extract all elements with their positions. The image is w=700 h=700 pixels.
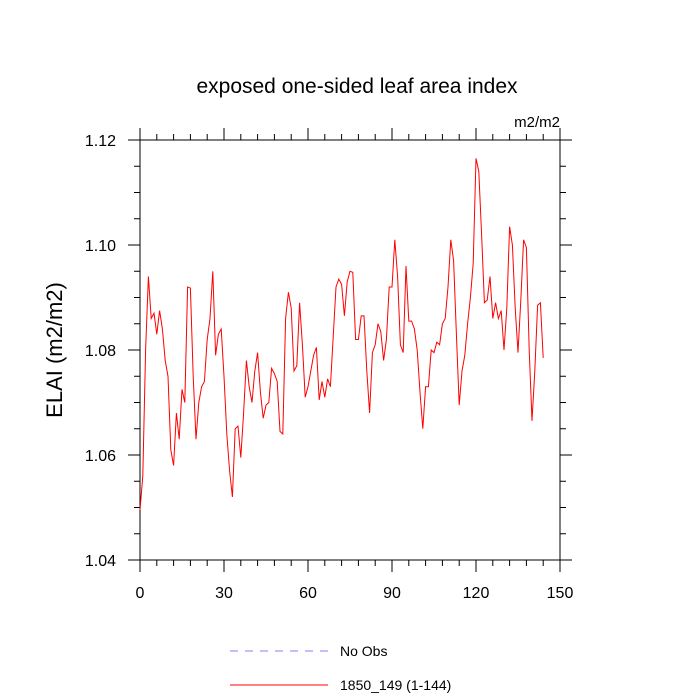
y-tick-labels: 1.04 1.06 1.08 1.10 1.12 <box>85 133 116 570</box>
x-tick-label: 30 <box>215 585 233 602</box>
x-tick-label: 60 <box>299 585 317 602</box>
y-tick-label: 1.12 <box>85 133 116 150</box>
y-tick-label: 1.06 <box>85 448 116 465</box>
y-tick-label: 1.08 <box>85 343 116 360</box>
minor-ticks <box>134 134 566 566</box>
x-tick-label: 90 <box>383 585 401 602</box>
x-tick-label: 120 <box>463 585 490 602</box>
x-tick-labels: 0 30 60 90 120 150 <box>136 585 574 602</box>
y-tick-label: 1.04 <box>85 553 116 570</box>
plot-area: 0 30 60 90 120 150 1.04 1.06 1.08 1.10 1.12 <box>85 128 574 602</box>
chart-title: exposed one-sided leaf area index <box>196 75 518 98</box>
series-layer <box>139 158 544 511</box>
units-label: m2/m2 <box>514 114 560 131</box>
legend: No Obs 1850_149 (1-144) <box>230 643 451 693</box>
y-tick-label: 1.10 <box>85 238 116 255</box>
x-tick-label: 0 <box>136 585 145 602</box>
y-axis-label: ELAI (m2/m2) <box>42 282 67 418</box>
legend-label-no-obs: No Obs <box>340 643 387 659</box>
major-ticks <box>128 128 572 572</box>
series-line-1850-149-1-144- <box>139 158 544 511</box>
x-tick-label: 150 <box>547 585 574 602</box>
plot-frame <box>139 139 561 561</box>
legend-label-1850-149: 1850_149 (1-144) <box>340 677 451 693</box>
